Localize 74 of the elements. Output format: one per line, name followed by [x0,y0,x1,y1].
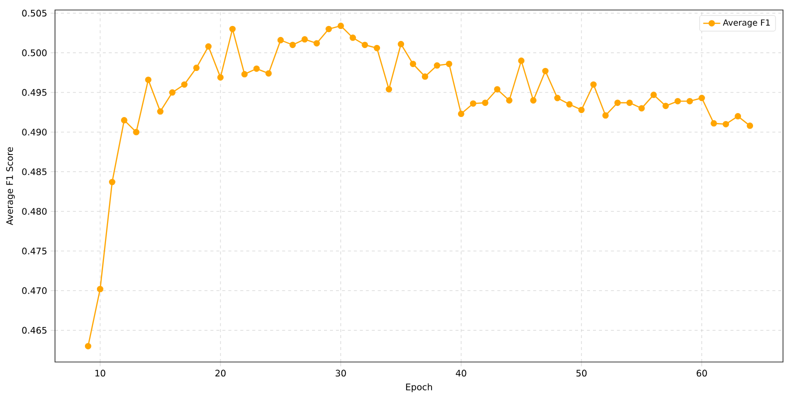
y-tick-label: 0.505 [22,10,46,17]
point [530,97,537,104]
point [602,112,609,119]
point [410,60,416,68]
point [434,62,440,69]
point [554,94,561,102]
point [518,58,524,64]
point [482,100,488,106]
point [698,94,705,102]
point [157,108,164,115]
point [169,89,176,96]
y-tick-label: 0.500 [22,49,47,56]
point [277,36,284,44]
point [289,42,296,48]
point [506,97,512,104]
point [590,81,597,88]
point [674,98,681,104]
point [650,92,657,98]
point [205,43,212,50]
point [746,122,754,129]
x-tick-label: 30 [336,370,346,377]
point [722,120,730,128]
point [217,74,224,81]
point [734,113,742,120]
point [338,22,344,30]
y-tick-label: 0.495 [22,89,46,96]
point [686,98,693,104]
point [265,70,272,77]
point [84,342,92,350]
x-tick-label: 20 [215,370,226,377]
point [181,81,188,88]
point [326,26,332,32]
point [566,101,573,108]
y-tick-label: 0.485 [22,168,46,176]
point [422,73,428,80]
point [350,34,356,41]
y-tick-label: 0.465 [22,326,46,334]
x-axis-title: Epoch [406,383,432,392]
point [133,128,140,136]
point [638,105,645,112]
x-tick-label: 10 [95,370,106,377]
point [253,65,260,72]
point [302,36,308,43]
point [229,26,236,32]
point [494,86,500,92]
x-tick-label: 40 [456,370,466,377]
point [542,68,549,74]
legend-label: Average F1 [722,19,770,28]
point [362,42,368,48]
x-tick-label: 60 [696,370,707,377]
point [662,102,669,110]
point [578,106,585,114]
point [458,110,464,118]
point [386,86,392,92]
point [241,71,248,78]
y-tick-label: 0.480 [22,208,47,215]
y-tick-label: 0.490 [22,128,47,136]
point [398,40,404,48]
point [145,76,152,83]
point [96,286,104,292]
point [626,100,633,106]
point [121,117,128,124]
y-axis-title: Average F1 Score [6,147,15,226]
point [108,178,116,186]
x-tick-label: 50 [576,370,587,377]
point [193,64,200,72]
point [710,120,718,127]
point [470,100,476,107]
point [314,40,320,46]
point [614,100,621,106]
point [374,44,380,52]
y-tick-label: 0.470 [22,287,47,294]
point [446,60,452,68]
y-tick-label: 0.475 [22,248,46,254]
